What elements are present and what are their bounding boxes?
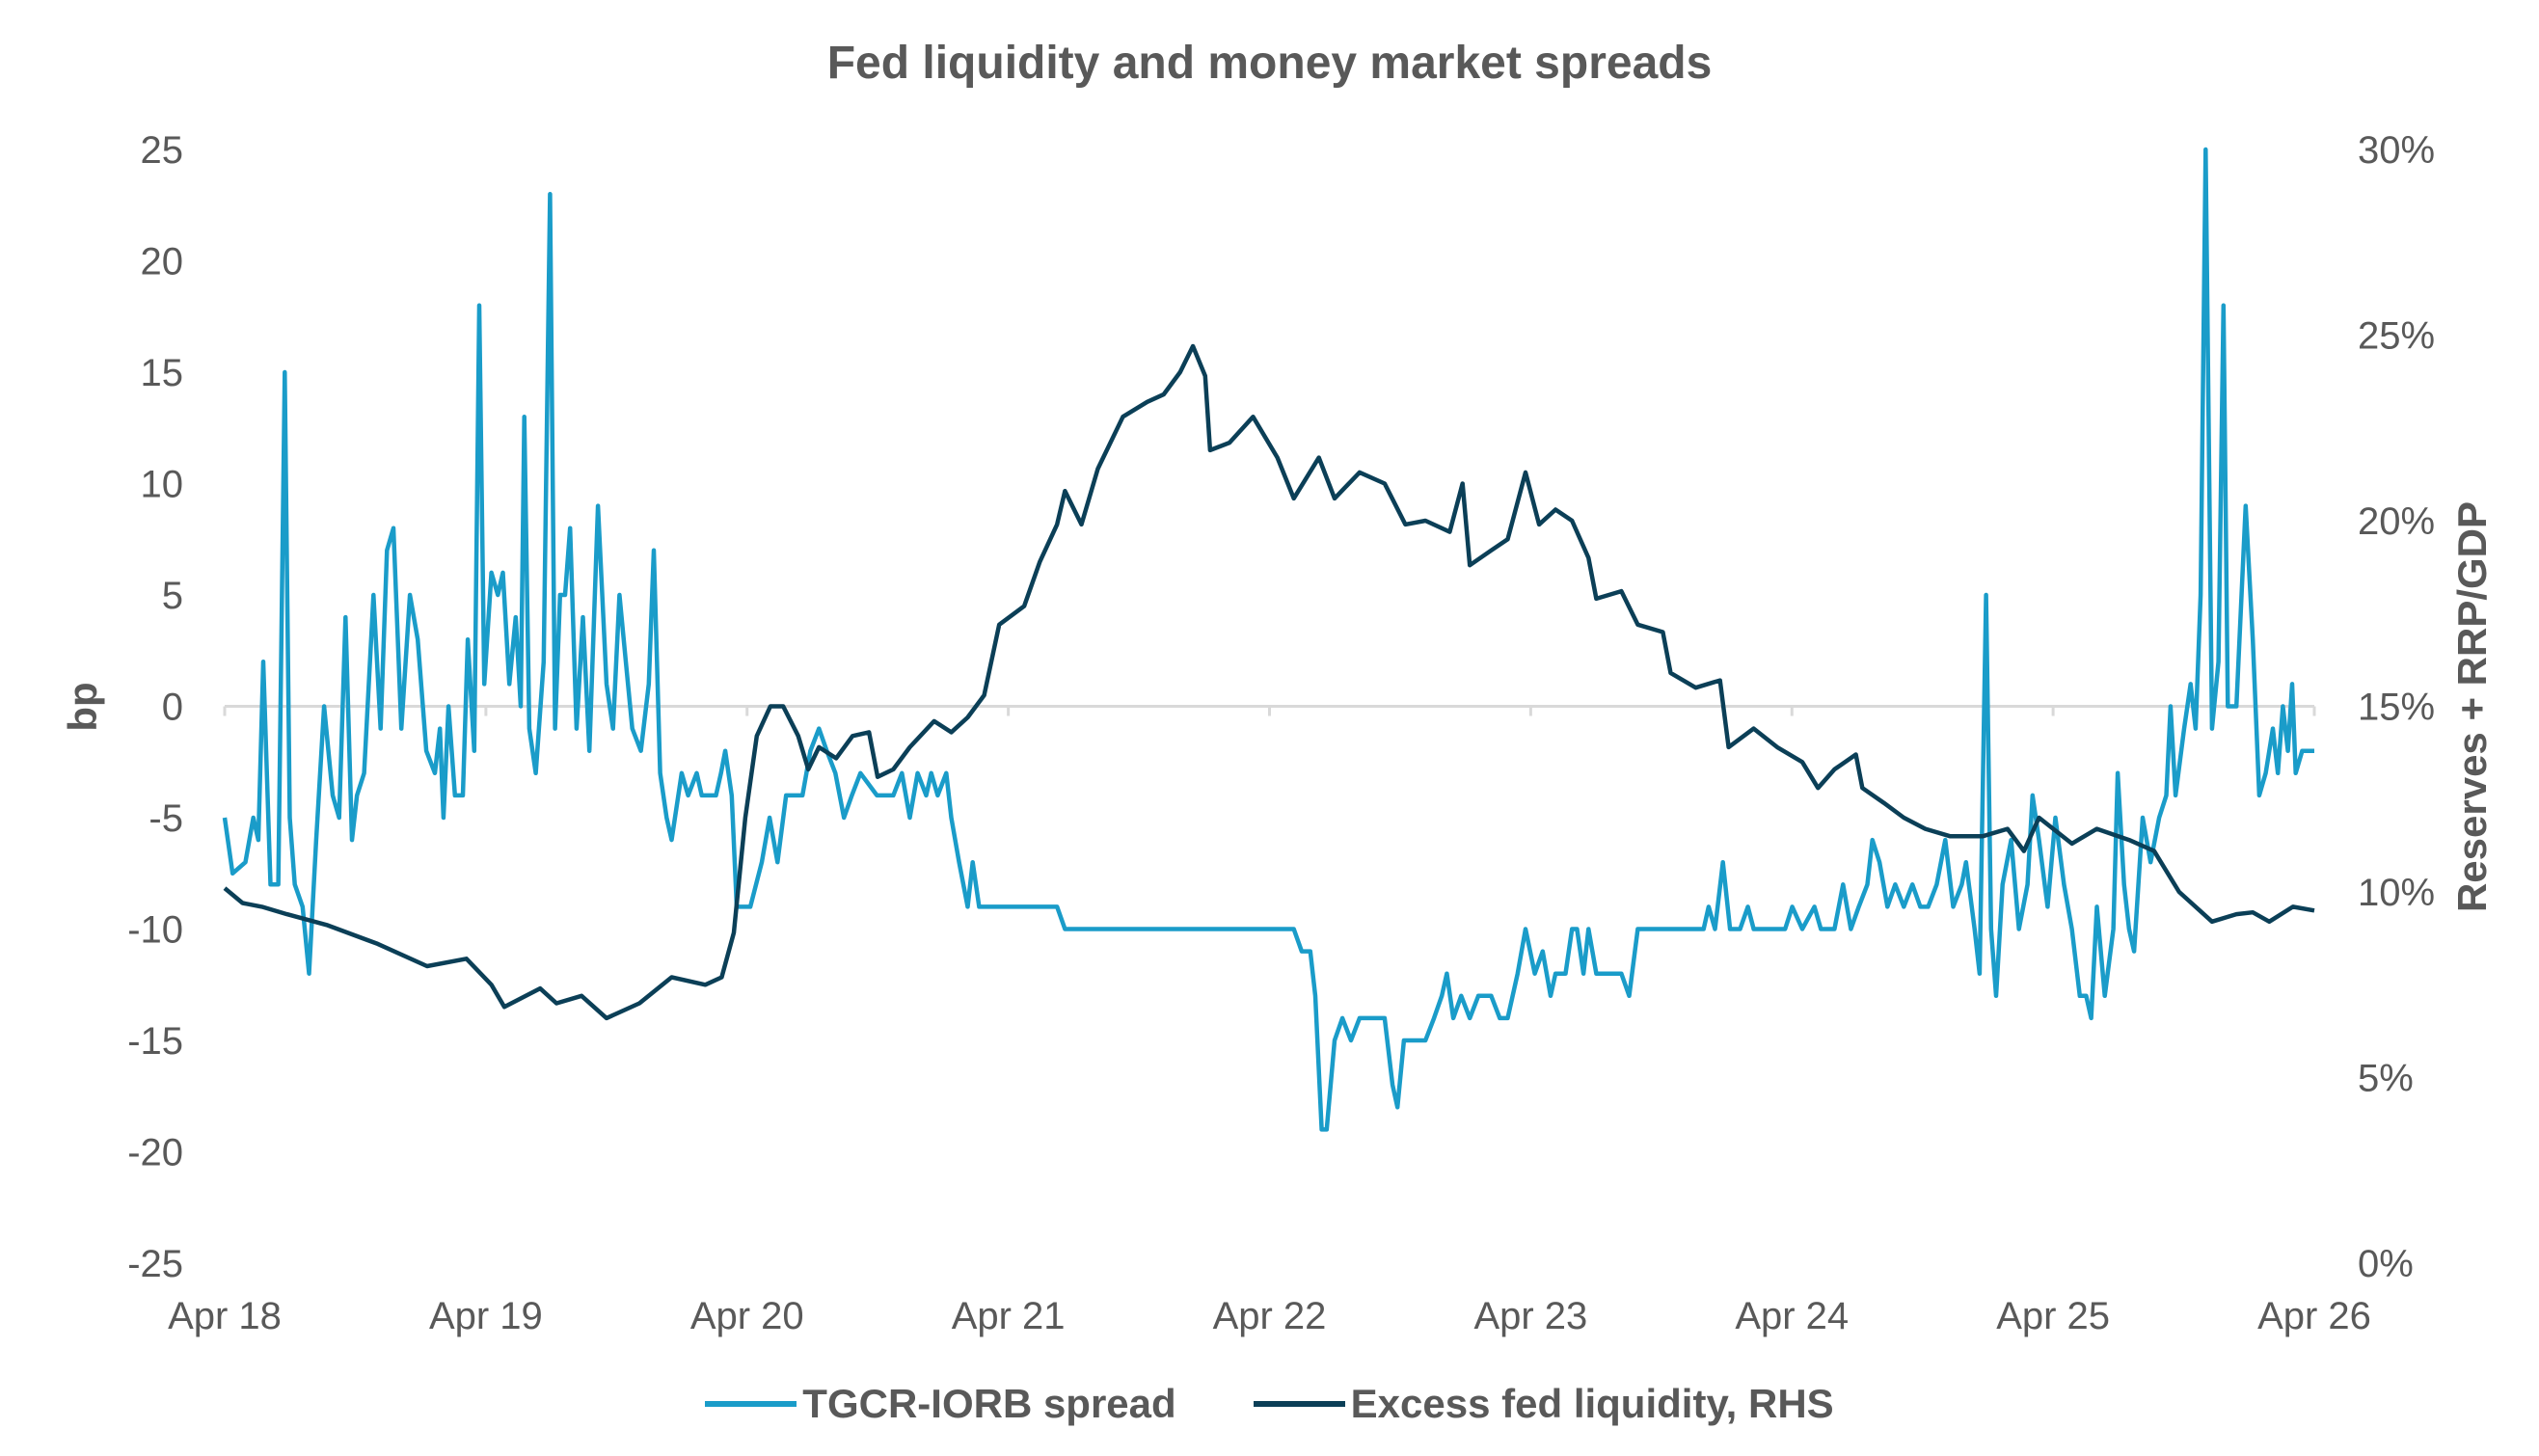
- y2-tick-label: 30%: [2358, 129, 2435, 172]
- y2-tick-label: 5%: [2358, 1058, 2414, 1100]
- y-tick-label: 25: [141, 129, 184, 172]
- y-tick-label: 5: [162, 575, 183, 617]
- chart-title: Fed liquidity and money market spreads: [826, 38, 1713, 89]
- y2-tick-label: 20%: [2358, 500, 2435, 543]
- y-tick-label: -10: [127, 909, 183, 952]
- x-tick-label: Apr 18: [168, 1295, 282, 1337]
- legend-label-liquidity: Excess fed liquidity, RHS: [1350, 1381, 1834, 1426]
- x-tick-label: Apr 24: [1735, 1295, 1849, 1337]
- x-tick-label: Apr 19: [429, 1295, 543, 1337]
- legend: TGCR-IORB spread Excess fed liquidity, R…: [0, 1381, 2539, 1427]
- x-tick-label: Apr 26: [2257, 1295, 2371, 1337]
- y2-axis-label: Reserves + RRP/GDP: [2449, 501, 2495, 912]
- y2-tick-label: 0%: [2358, 1243, 2414, 1285]
- x-tick-label: Apr 20: [690, 1295, 804, 1337]
- y-tick-label: -25: [127, 1243, 183, 1285]
- y-tick-label: 0: [162, 687, 183, 729]
- legend-label-tgcr: TGCR-IORB spread: [802, 1381, 1176, 1426]
- y-tick-label: 10: [141, 464, 184, 506]
- y-axis-label: bp: [60, 682, 105, 731]
- x-tick-label: Apr 22: [1213, 1295, 1327, 1337]
- x-tick-label: Apr 21: [952, 1295, 1066, 1337]
- y2-tick-label: 10%: [2358, 872, 2435, 914]
- legend-item-liquidity: Excess fed liquidity, RHS: [1253, 1381, 1834, 1427]
- series-line-liquidity: [223, 343, 2315, 1021]
- legend-swatch-tgcr: [705, 1401, 797, 1407]
- y-tick-label: 15: [141, 352, 184, 394]
- y-tick-label: 20: [141, 241, 184, 283]
- y-tick-label: -20: [127, 1132, 183, 1174]
- y-tick-label: -5: [149, 797, 183, 840]
- legend-swatch-liquidity: [1253, 1401, 1345, 1407]
- y2-tick-label: 25%: [2358, 315, 2435, 358]
- x-tick-label: Apr 23: [1473, 1295, 1587, 1337]
- x-tick-label: Apr 25: [1996, 1295, 2110, 1337]
- series-line-tgcr: [222, 147, 2314, 1132]
- y-tick-label: -15: [127, 1020, 183, 1063]
- y2-tick-label: 15%: [2358, 687, 2435, 729]
- legend-item-tgcr: TGCR-IORB spread: [705, 1381, 1176, 1427]
